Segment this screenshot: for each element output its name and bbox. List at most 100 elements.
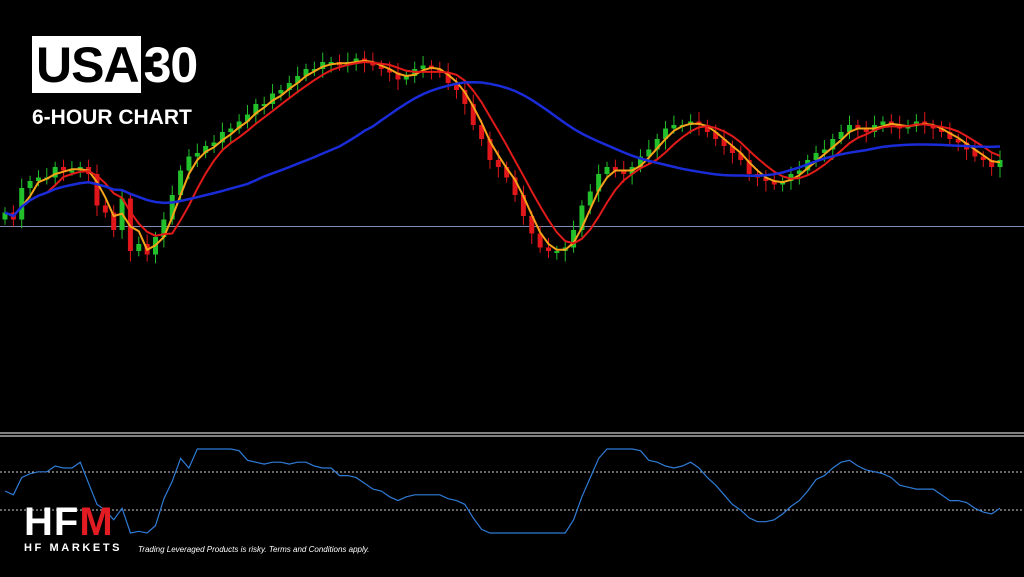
candle-bear [545, 247, 551, 251]
candle-bear [94, 174, 100, 206]
chart-title: USA 30 [32, 36, 199, 93]
candle-bull [796, 170, 802, 174]
candle-bull [671, 125, 677, 129]
candle-bull [219, 132, 225, 143]
candle-bear [454, 83, 460, 90]
candle-bull [353, 58, 359, 62]
candle-bull [211, 142, 217, 146]
candle-bear [713, 132, 719, 139]
candle-bull [663, 128, 669, 139]
candle-bull [52, 167, 58, 178]
candle-bull [554, 251, 560, 253]
candle-bull [303, 69, 309, 76]
candle-bull [571, 230, 577, 248]
candle-bear [512, 177, 518, 195]
candle-bull [69, 170, 75, 173]
candle-bull [169, 195, 175, 220]
candle-bull [596, 174, 602, 192]
candle-bear [504, 167, 510, 178]
candle-bear [704, 125, 710, 132]
candle-bull [228, 128, 234, 132]
candle-bull [328, 62, 334, 64]
candle-bear [621, 170, 627, 174]
candle-bear [445, 72, 451, 83]
candle-bull [320, 62, 326, 69]
candle-bull [604, 167, 610, 174]
candle-bear [479, 125, 485, 139]
candle-bull [913, 121, 919, 125]
candle-bear [470, 104, 476, 125]
candle-bull [587, 191, 593, 206]
candle-bull [35, 177, 41, 181]
candle-bull [186, 156, 192, 171]
candle-bull [813, 153, 819, 160]
candle-bear [955, 139, 961, 143]
candle-bull [236, 121, 242, 129]
candle-bull [203, 146, 209, 153]
candle-bear [729, 146, 735, 153]
candle-bull [295, 76, 301, 83]
candle-bear [387, 69, 393, 73]
candle-bear [111, 212, 117, 230]
candle-bull [821, 149, 827, 153]
candle-bull [278, 90, 284, 94]
candle-bear [529, 216, 535, 234]
title-suffix-text: 30 [143, 36, 199, 93]
candle-bear [537, 233, 543, 248]
candle-bull [27, 181, 33, 188]
candle-bear [487, 139, 493, 160]
candle-bear [738, 153, 744, 160]
candle-bear [520, 195, 526, 216]
candle-bear [989, 160, 995, 167]
candle-bear [102, 205, 108, 213]
title-boxed-text: USA [32, 36, 141, 93]
candle-bear [855, 125, 861, 129]
candle-bull [420, 65, 426, 69]
candle-bull [830, 139, 836, 150]
candle-bear [462, 90, 468, 104]
risk-disclaimer: Trading Leveraged Products is risky. Ter… [138, 545, 370, 554]
candle-bear [930, 125, 936, 129]
candle-bear [972, 149, 978, 157]
brand-logo: HFM HF MARKETS [24, 502, 123, 554]
candle-bull [646, 149, 652, 157]
candle-bull [997, 160, 1003, 167]
candle-bull [244, 114, 250, 122]
moving-average-line [4, 80, 1001, 218]
candle-bear [437, 69, 443, 73]
logo-mark: HFM [24, 502, 122, 542]
candle-bear [61, 167, 67, 171]
candle-bull [19, 188, 25, 220]
candle-bull [161, 219, 167, 237]
candle-bear [378, 65, 384, 69]
candle-bull [637, 156, 643, 167]
candle-bear [771, 181, 777, 185]
candle-bull [880, 121, 886, 125]
candle-bull [846, 125, 852, 132]
candle-bear [763, 177, 769, 181]
oscillator-panel [0, 432, 1024, 534]
logo-text-m: M [79, 500, 114, 544]
logo-text-hf: HF [24, 500, 80, 544]
candle-bear [746, 160, 752, 174]
candle-bear [947, 132, 953, 139]
candle-bear [721, 139, 727, 146]
candle-bear [938, 128, 944, 132]
candle-bull [178, 170, 184, 195]
candle-bull [136, 244, 142, 251]
candle-bull [286, 83, 292, 90]
price-panel [0, 51, 1024, 264]
candle-bull [261, 104, 267, 106]
candle-bear [612, 167, 618, 171]
candle-bull [270, 93, 276, 104]
candle-bull [579, 205, 585, 230]
candle-bull [403, 76, 409, 80]
logo-subtitle: HF MARKETS [24, 542, 123, 554]
candle-bull [788, 174, 794, 181]
candle-bull [2, 212, 8, 220]
candle-bull [253, 104, 259, 115]
candle-bull [311, 69, 317, 71]
moving-average-line [4, 59, 1001, 252]
candle-bull [838, 132, 844, 139]
